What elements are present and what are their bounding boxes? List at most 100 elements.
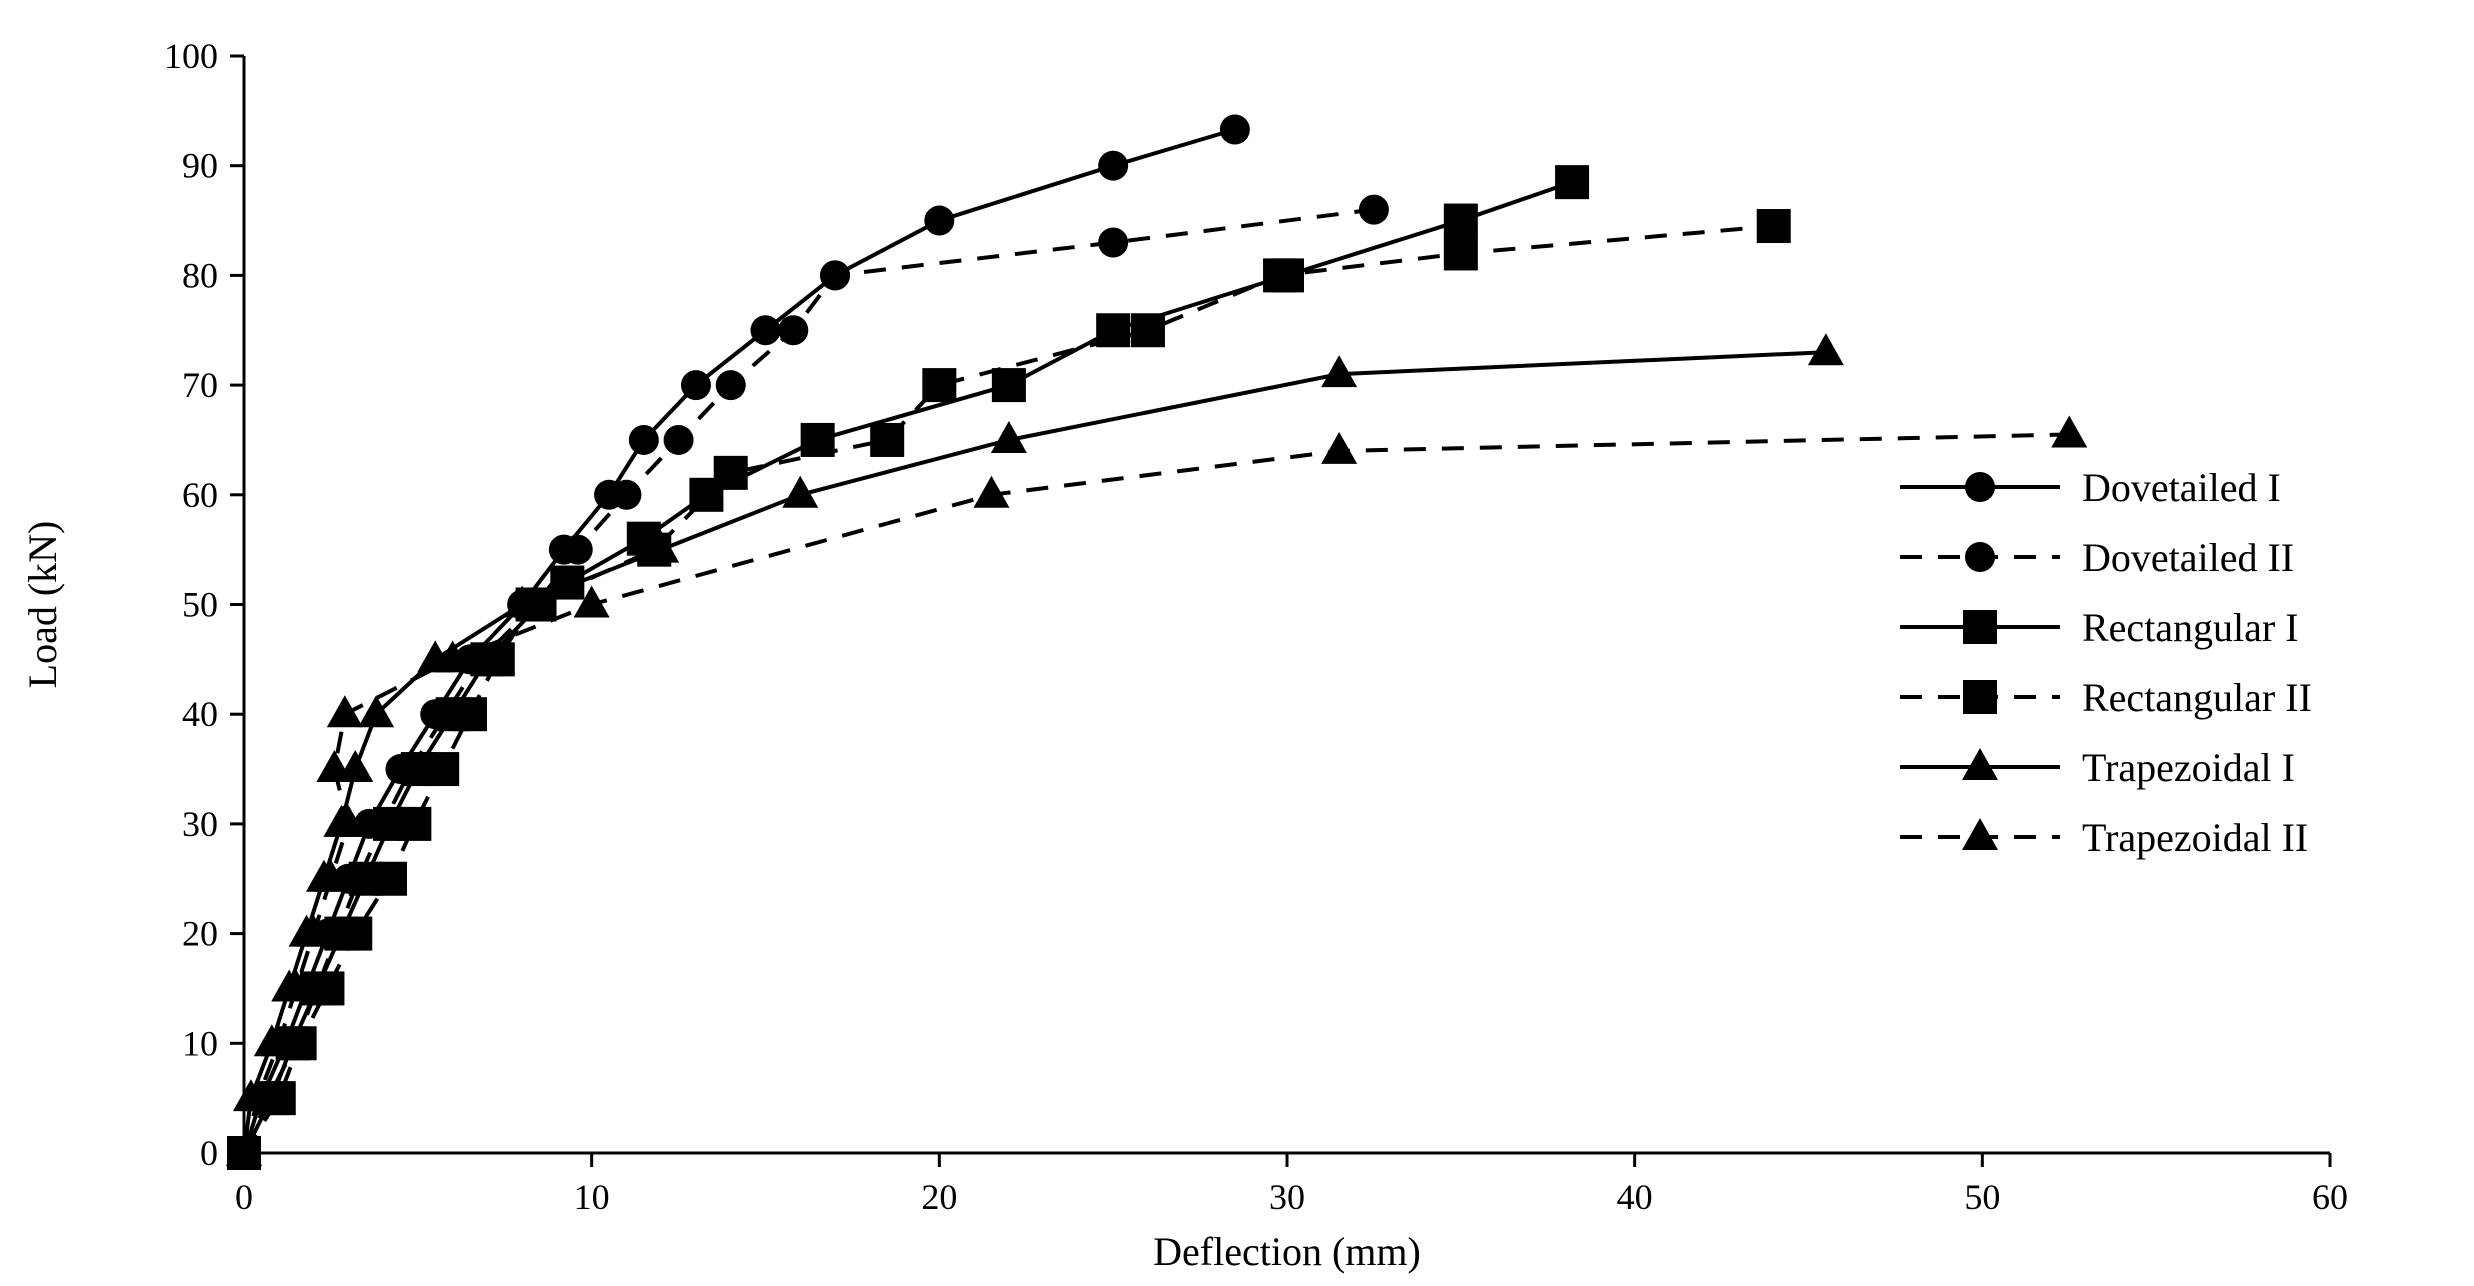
data-point <box>820 260 851 291</box>
legend-marker <box>1962 818 1998 850</box>
data-point <box>1807 333 1844 366</box>
data-point <box>715 370 746 401</box>
data-point <box>425 752 460 787</box>
y-tick-label: 0 <box>200 1133 218 1173</box>
x-tick-label: 30 <box>1269 1177 1305 1217</box>
data-point <box>338 916 373 951</box>
x-tick-label: 50 <box>1964 1177 2000 1217</box>
data-point <box>316 750 353 783</box>
legend-label: Dovetailed I <box>2082 465 2281 510</box>
legend-marker <box>1963 680 1997 714</box>
y-tick-label: 50 <box>182 585 218 625</box>
series-line <box>242 350 1826 1154</box>
y-tick-label: 20 <box>182 914 218 954</box>
data-point <box>504 585 541 618</box>
data-point <box>2051 415 2088 448</box>
y-tick-label: 40 <box>182 694 218 734</box>
data-point <box>990 420 1027 453</box>
data-point <box>1321 355 1358 388</box>
data-point <box>1443 203 1478 238</box>
data-point <box>312 859 349 892</box>
legend-label: Dovetailed II <box>2082 535 2294 580</box>
legend-marker <box>1962 748 1998 780</box>
data-point <box>924 205 955 236</box>
legend-marker <box>1963 610 1997 644</box>
data-point <box>1756 209 1791 244</box>
axes: 0 10 20 30 40 50 60 70 80 90 100 0 10 20 30 40 50 60 <box>164 36 2348 1217</box>
data-point <box>278 969 315 1002</box>
legend-item: Dovetailed I <box>1900 465 2281 510</box>
legend-marker <box>1965 542 1995 572</box>
data-point <box>452 697 487 732</box>
series-dovetailed-ii <box>229 194 1389 1168</box>
series-line <box>242 127 1236 1154</box>
data-point <box>782 475 819 508</box>
legend-label: Rectangular II <box>2082 675 2312 720</box>
legend-label: Rectangular I <box>2082 605 2299 650</box>
data-point <box>1555 165 1590 200</box>
series-dovetailed-i <box>229 114 1250 1168</box>
y-tick-label: 30 <box>182 804 218 844</box>
data-point <box>713 455 748 490</box>
data-point <box>326 695 363 728</box>
data-point <box>295 914 332 947</box>
series-trapezoidal-i <box>226 333 1844 1166</box>
data-point <box>434 640 471 673</box>
x-tick-label: 20 <box>921 1177 957 1217</box>
data-point <box>1219 114 1250 145</box>
data-point <box>663 424 694 455</box>
data-point <box>1443 236 1478 271</box>
series-layer <box>226 114 2088 1170</box>
legend-item: Trapezoidal I <box>1900 745 2295 790</box>
data-point <box>1263 258 1298 293</box>
data-point <box>260 1024 297 1057</box>
data-point <box>1130 313 1165 348</box>
series-trapezoidal-ii <box>226 415 2088 1166</box>
data-point <box>1321 431 1358 464</box>
y-tick-label: 100 <box>164 36 218 76</box>
data-point <box>1098 150 1129 181</box>
data-point <box>397 806 432 841</box>
data-point <box>226 1134 262 1166</box>
y-tick-label: 60 <box>182 475 218 515</box>
data-point <box>239 1079 276 1112</box>
legend-item: Rectangular II <box>1900 675 2312 720</box>
data-point <box>680 370 711 401</box>
data-point <box>991 368 1026 403</box>
data-point <box>373 861 408 896</box>
y-tick-label: 10 <box>182 1023 218 1063</box>
data-point <box>1098 227 1129 258</box>
data-point <box>643 530 680 563</box>
y-tick-label: 70 <box>182 365 218 405</box>
legend-item: Rectangular I <box>1900 605 2299 650</box>
legend-item: Dovetailed II <box>1900 535 2294 580</box>
data-point <box>358 695 395 728</box>
y-tick-label: 90 <box>182 146 218 186</box>
y-axis-title: Load (kN) <box>20 521 65 689</box>
legend-label: Trapezoidal I <box>2082 745 2295 790</box>
data-point <box>750 315 781 346</box>
x-tick-label: 10 <box>574 1177 610 1217</box>
legend-label: Trapezoidal II <box>2082 815 2308 860</box>
x-tick-label: 60 <box>2312 1177 2348 1217</box>
data-point <box>573 585 610 618</box>
data-point <box>562 534 593 565</box>
legend: Dovetailed I Dovetailed II Rectangular I Re… <box>1900 465 2312 860</box>
legend-marker <box>1965 472 1995 502</box>
legend-item: Trapezoidal II <box>1900 815 2308 860</box>
series-line <box>242 432 2070 1154</box>
data-point <box>310 971 345 1006</box>
data-point <box>778 315 809 346</box>
data-point <box>870 422 905 457</box>
x-tick-label: 0 <box>235 1177 253 1217</box>
data-point <box>330 804 367 837</box>
x-tick-label: 40 <box>1617 1177 1653 1217</box>
y-tick-label: 80 <box>182 255 218 295</box>
data-point <box>922 368 957 403</box>
x-axis-title: Deflection (mm) <box>1153 1229 1421 1274</box>
data-point <box>973 475 1010 508</box>
data-point <box>1358 194 1389 225</box>
data-point <box>628 424 659 455</box>
data-point <box>611 479 642 510</box>
